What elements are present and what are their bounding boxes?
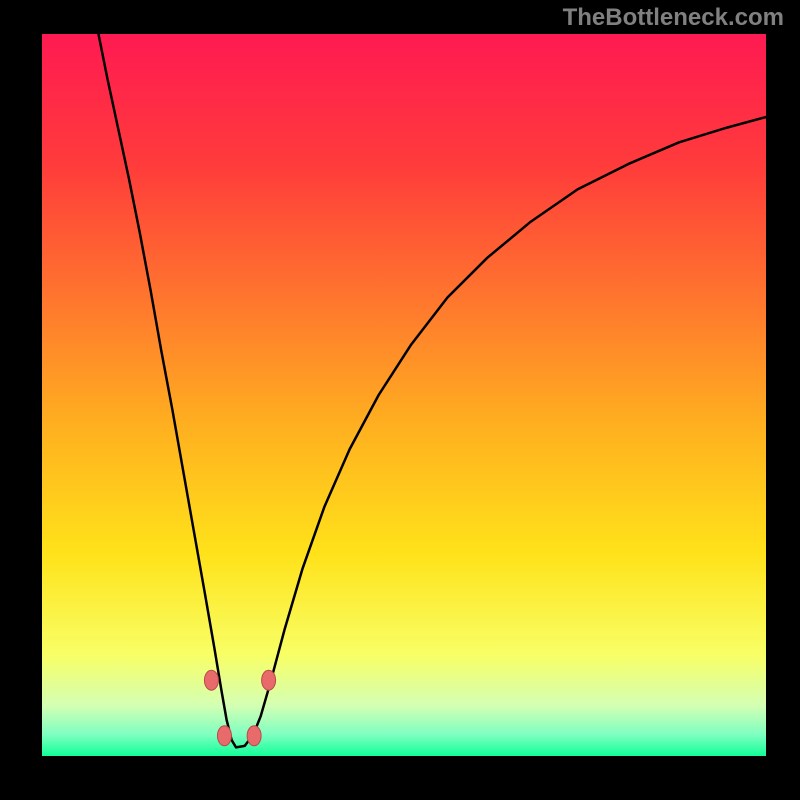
- marker-dot: [217, 726, 231, 746]
- watermark: TheBottleneck.com: [563, 4, 784, 32]
- bottleneck-curve: [98, 34, 766, 747]
- marker-dot: [247, 726, 261, 746]
- marker-dot: [204, 670, 218, 690]
- chart-root: TheBottleneck.com: [0, 0, 800, 800]
- curve-layer: [42, 34, 766, 756]
- marker-dot: [262, 670, 276, 690]
- plot-area: [42, 34, 766, 756]
